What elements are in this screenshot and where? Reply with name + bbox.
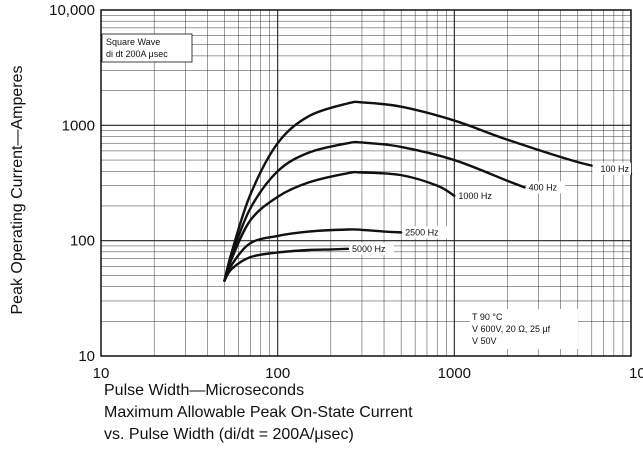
curve-label-bg xyxy=(592,162,631,175)
curve-labels: 100 Hz 400 Hz 1000 Hz 2500 Hz 5000 Hz xyxy=(349,162,631,255)
curve-400-hz xyxy=(223,140,526,282)
x-tick-label: 100 xyxy=(265,365,290,382)
x-tick-label: 1000 xyxy=(438,365,471,382)
voltage-label: V 600V, 20 Ω, 25 μf xyxy=(472,324,551,334)
curve-label-bg xyxy=(349,242,394,255)
plot-frame xyxy=(100,9,632,357)
square-wave-label: Square Wave xyxy=(106,37,160,47)
y-tick-label: 10 xyxy=(78,348,95,365)
curve-label-bg xyxy=(456,189,501,202)
x-tick-label: 10 xyxy=(629,365,643,382)
conditions-box-top-left: Square Wave di dt 200A μsec xyxy=(101,33,193,63)
curves xyxy=(223,100,633,282)
curve-label-5000-hz: 5000 Hz xyxy=(352,244,386,254)
temperature-label: T 90 °C xyxy=(472,312,503,322)
y-tick-label: 10,000 xyxy=(49,2,95,19)
curve-label-400-hz: 400 Hz xyxy=(529,182,558,192)
x-axis-title: Pulse Width—Microseconds xyxy=(104,382,305,399)
curve-label-bg xyxy=(403,226,447,239)
di-dt-label: di dt 200A μsec xyxy=(106,49,168,59)
y-tick-label: 1000 xyxy=(62,117,95,134)
curve-label-1000-hz: 1000 Hz xyxy=(458,191,492,201)
caption-line-2: vs. Pulse Width (di/dt = 200A/μsec) xyxy=(104,426,354,443)
curve-5000-hz xyxy=(223,247,350,282)
x-tick-label: 10 xyxy=(93,365,110,382)
curve-1000-hz xyxy=(223,170,456,282)
curve-2500-hz xyxy=(223,228,403,282)
y-tick-label: 100 xyxy=(70,233,95,250)
curve-100-hz xyxy=(223,100,633,282)
curve-label-bg xyxy=(526,181,566,194)
grid xyxy=(101,10,631,356)
x-tick-labels: 10 100 1000 10 xyxy=(93,365,643,382)
conditions-box-bottom-right: T 90 °C V 600V, 20 Ω, 25 μf V 50V xyxy=(470,309,578,349)
bias-voltage-label: V 50V xyxy=(472,336,497,346)
curve-label-2500-hz: 2500 Hz xyxy=(405,227,439,237)
y-tick-labels: 10 100 1000 10,000 xyxy=(49,2,95,365)
curve-label-100-hz: 100 Hz xyxy=(600,164,629,174)
y-axis-title: Peak Operating Current—Amperes xyxy=(9,66,26,315)
caption-line-1: Maximum Allowable Peak On-State Current xyxy=(104,404,413,421)
